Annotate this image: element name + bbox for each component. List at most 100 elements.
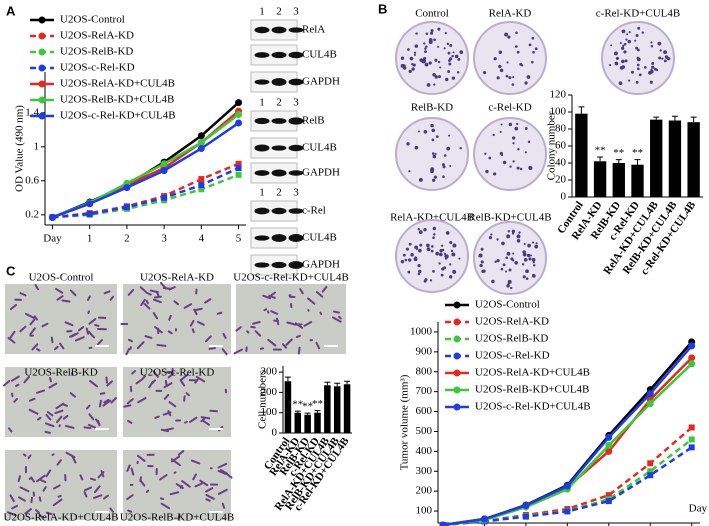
colony	[490, 233, 493, 236]
cell	[217, 462, 228, 469]
colony	[452, 51, 455, 54]
micrograph-label: U2OS-Control	[29, 272, 94, 284]
cell	[250, 325, 256, 329]
colony	[518, 231, 521, 234]
colony	[446, 42, 450, 46]
cell	[62, 414, 69, 420]
panel-label: C	[6, 263, 16, 278]
colony	[635, 46, 639, 50]
legend-marker	[38, 48, 46, 56]
cell	[36, 348, 41, 352]
colony	[623, 50, 627, 54]
colony	[636, 56, 640, 60]
colony	[636, 67, 640, 71]
cell	[102, 399, 112, 407]
colony	[423, 42, 426, 45]
cell	[31, 343, 39, 351]
blot-band	[288, 144, 304, 152]
colony	[488, 156, 492, 160]
colony	[534, 47, 538, 51]
x-tick-label: 3	[161, 233, 167, 245]
cell	[159, 474, 168, 481]
cell	[44, 422, 55, 428]
cell	[70, 372, 74, 376]
y-tick-label: 300	[261, 366, 278, 378]
cell	[71, 455, 77, 464]
cell	[11, 504, 18, 510]
significance: **	[312, 398, 323, 410]
cell	[281, 343, 288, 349]
colony	[432, 72, 436, 77]
plate-label: c-Rel-KD	[488, 102, 531, 114]
cell	[19, 486, 30, 493]
colony	[498, 64, 502, 69]
marker	[235, 160, 242, 167]
colony	[452, 243, 457, 248]
cell	[177, 514, 181, 520]
error-bar	[671, 115, 678, 121]
colony	[519, 167, 523, 171]
legend-label: U2OS-Control	[60, 14, 125, 26]
bar	[294, 412, 302, 433]
colony	[430, 123, 434, 128]
colony	[439, 248, 443, 253]
cell	[41, 322, 49, 328]
legend-label: U2OS-RelB-KD	[475, 333, 548, 345]
cell	[163, 393, 170, 400]
colony	[512, 252, 515, 255]
plate	[473, 117, 547, 191]
marker	[198, 186, 205, 193]
marker	[161, 194, 168, 201]
colony	[627, 39, 632, 44]
colony	[523, 257, 528, 262]
colony	[524, 81, 528, 85]
marker	[688, 424, 695, 431]
colony	[432, 269, 435, 273]
marker	[647, 472, 654, 479]
cell	[55, 402, 65, 410]
lane-number: 3	[293, 6, 299, 18]
cell	[54, 287, 64, 294]
cell	[127, 419, 133, 424]
blot-band	[271, 169, 287, 177]
cell	[246, 330, 250, 334]
cell	[183, 303, 193, 309]
bar	[314, 412, 321, 433]
bar	[575, 113, 588, 197]
colony	[506, 234, 511, 239]
colony	[412, 63, 416, 67]
colony	[527, 243, 531, 248]
cell	[19, 292, 27, 297]
colony	[506, 284, 510, 288]
cell	[88, 413, 95, 421]
panel-label: B	[378, 1, 387, 16]
cell	[173, 300, 180, 306]
cell	[168, 401, 177, 408]
cell	[35, 474, 46, 483]
legend-marker	[38, 32, 46, 40]
cell	[52, 498, 63, 507]
colony	[417, 228, 420, 231]
plate	[473, 21, 547, 95]
colony	[438, 252, 443, 257]
micrograph	[123, 367, 231, 437]
marker	[198, 176, 205, 183]
micrograph-label: U2OS-RelB-KD	[24, 367, 97, 379]
colony	[637, 26, 641, 30]
colony	[657, 41, 662, 46]
colony	[511, 83, 515, 86]
marker	[647, 468, 654, 475]
blot-label: CUL4B	[302, 232, 337, 244]
colony	[621, 29, 626, 34]
cell	[295, 334, 301, 339]
x-tick-label: Day	[43, 233, 62, 245]
cell	[61, 299, 71, 303]
cell	[28, 397, 36, 402]
cell	[321, 285, 328, 293]
colony	[507, 230, 510, 233]
blot-label: GAPDH	[302, 259, 340, 271]
colony	[423, 227, 427, 232]
colony	[500, 267, 504, 271]
colony	[505, 270, 508, 273]
colony	[500, 123, 503, 126]
